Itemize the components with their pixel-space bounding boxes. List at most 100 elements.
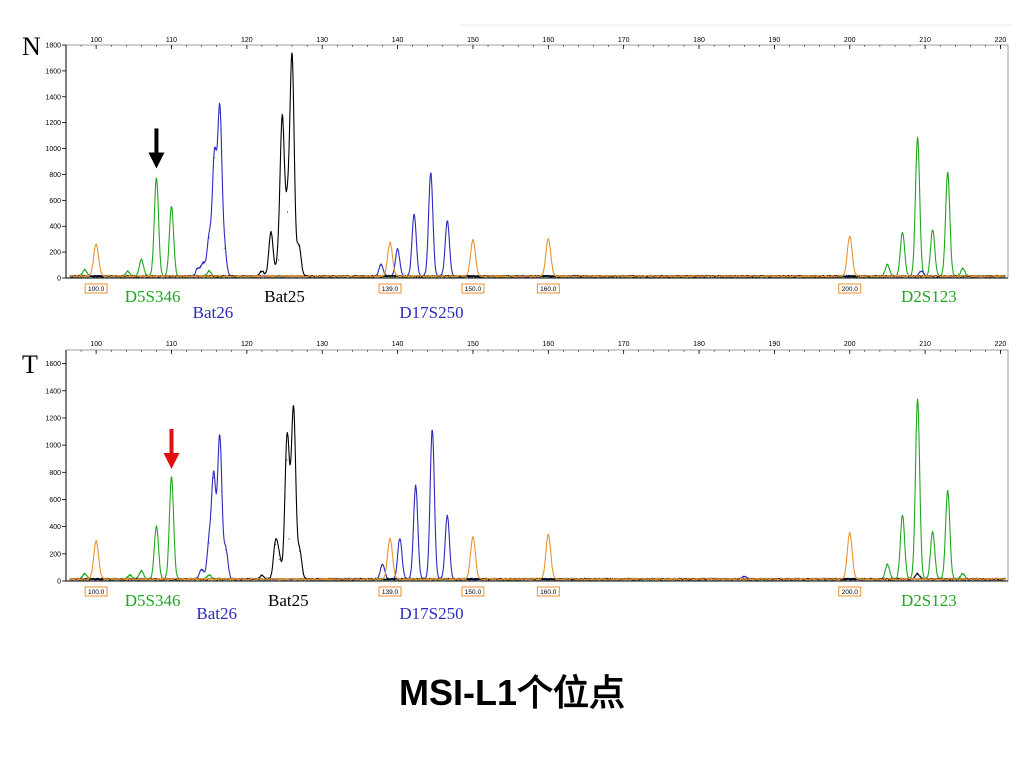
x-tick-label: 140 bbox=[392, 341, 404, 348]
y-tick-label: 1800 bbox=[45, 43, 61, 50]
y-tick-label: 1600 bbox=[45, 68, 61, 75]
peak-green bbox=[901, 515, 904, 517]
y-tick-label: 800 bbox=[49, 172, 61, 179]
peak-blue bbox=[201, 569, 203, 571]
trace-orange bbox=[69, 531, 1006, 581]
marker-label: D5S346 bbox=[125, 591, 181, 610]
size-standard-box bbox=[84, 283, 108, 294]
y-tick-label: 1200 bbox=[45, 120, 61, 127]
panel-label: N bbox=[22, 32, 41, 61]
peak-green bbox=[140, 570, 142, 573]
trace-green bbox=[69, 136, 1006, 278]
x-tick-label: 140 bbox=[392, 37, 404, 44]
x-tick-label: 100 bbox=[90, 37, 102, 44]
size-standard-label: 100.0 bbox=[88, 286, 105, 293]
x-tick-label: 150 bbox=[467, 341, 479, 348]
peak-orange bbox=[547, 534, 549, 536]
peak-blue bbox=[399, 538, 401, 540]
peak-green bbox=[932, 229, 934, 231]
size-standard-label: 150.0 bbox=[465, 286, 482, 293]
trace-black bbox=[69, 52, 1006, 278]
marker-label: D17S250 bbox=[399, 604, 463, 623]
trace-green bbox=[69, 398, 1006, 581]
y-tick-label: 200 bbox=[49, 250, 61, 257]
peak-blue bbox=[431, 429, 433, 431]
y-tick-label: 0 bbox=[57, 579, 61, 586]
peak-green bbox=[947, 172, 949, 174]
x-tick-label: 130 bbox=[316, 341, 328, 348]
x-tick-label: 170 bbox=[618, 341, 630, 348]
peak-green bbox=[916, 137, 919, 139]
y-tick-label: 1000 bbox=[45, 146, 61, 153]
peak-black bbox=[281, 120, 283, 122]
peak-green bbox=[84, 573, 86, 575]
y-tick-label: 600 bbox=[49, 497, 61, 504]
x-tick-label: 150 bbox=[467, 37, 479, 44]
trace-blue bbox=[69, 102, 1006, 278]
size-standard-box bbox=[461, 586, 485, 597]
size-standard-label: 200.0 bbox=[842, 286, 859, 293]
size-standard-label: 150.0 bbox=[465, 589, 482, 596]
peak-green bbox=[208, 574, 210, 577]
peak-green bbox=[886, 564, 889, 566]
peak-blue bbox=[446, 515, 448, 517]
peak-blue bbox=[219, 111, 221, 113]
peak-blue bbox=[380, 264, 382, 266]
peak-orange bbox=[95, 243, 97, 245]
peak-green bbox=[962, 573, 964, 575]
peak-green bbox=[170, 206, 173, 208]
peak-blue bbox=[202, 263, 204, 265]
marker-label: Bat26 bbox=[193, 303, 234, 322]
peak-black bbox=[286, 211, 289, 213]
peak-orange bbox=[472, 536, 474, 539]
figure-caption: MSI-L1个位点 bbox=[398, 672, 625, 713]
x-tick-label: 130 bbox=[316, 37, 328, 44]
marker-label: Bat25 bbox=[268, 591, 309, 610]
y-tick-label: 200 bbox=[49, 551, 61, 558]
peak-black bbox=[277, 259, 280, 261]
peak-black bbox=[278, 558, 280, 560]
peak-green bbox=[208, 270, 210, 273]
marker-label: D2S123 bbox=[901, 287, 957, 306]
y-tick-label: 800 bbox=[49, 470, 61, 477]
peak-green bbox=[155, 526, 158, 528]
size-standard-box bbox=[84, 586, 108, 597]
peak-black bbox=[288, 538, 290, 540]
x-tick-label: 160 bbox=[542, 341, 554, 348]
peak-black bbox=[291, 59, 293, 62]
x-tick-label: 120 bbox=[241, 37, 253, 44]
x-tick-label: 200 bbox=[844, 341, 856, 348]
x-tick-label: 100 bbox=[90, 341, 102, 348]
peak-blue bbox=[219, 436, 221, 438]
peak-blue bbox=[223, 247, 225, 249]
size-standard-box bbox=[378, 283, 402, 294]
peak-orange bbox=[389, 242, 391, 244]
peak-green bbox=[886, 264, 889, 266]
y-tick-label: 1000 bbox=[45, 443, 61, 450]
size-standard-box bbox=[536, 283, 560, 294]
marker-label: Bat26 bbox=[196, 604, 237, 623]
size-standard-label: 160.0 bbox=[540, 286, 557, 293]
peak-black bbox=[298, 245, 300, 247]
plot-frame bbox=[65, 349, 1009, 582]
peak-green bbox=[140, 259, 142, 261]
peak-green bbox=[127, 270, 129, 273]
marker-label: D17S250 bbox=[399, 303, 463, 322]
chart-panel-n: N 100 110 120 130 140 150 160 170 180 190 200 210 220… bbox=[22, 32, 1009, 322]
marker-label: Bat25 bbox=[264, 287, 305, 306]
peak-blue bbox=[213, 477, 215, 479]
y-tick-label: 1400 bbox=[45, 94, 61, 101]
peak-orange bbox=[472, 239, 474, 242]
peak-green bbox=[901, 232, 904, 234]
peak-black bbox=[286, 459, 288, 461]
x-tick-label: 180 bbox=[693, 37, 705, 44]
peak-blue bbox=[213, 157, 216, 159]
peak-black bbox=[261, 270, 263, 273]
size-standard-box bbox=[838, 586, 862, 597]
peak-black bbox=[292, 410, 295, 412]
peak-blue bbox=[225, 549, 227, 551]
x-tick-label: 220 bbox=[995, 37, 1007, 44]
peak-green bbox=[170, 477, 173, 479]
y-tick-label: 400 bbox=[49, 524, 61, 531]
x-tick-label: 160 bbox=[542, 37, 554, 44]
